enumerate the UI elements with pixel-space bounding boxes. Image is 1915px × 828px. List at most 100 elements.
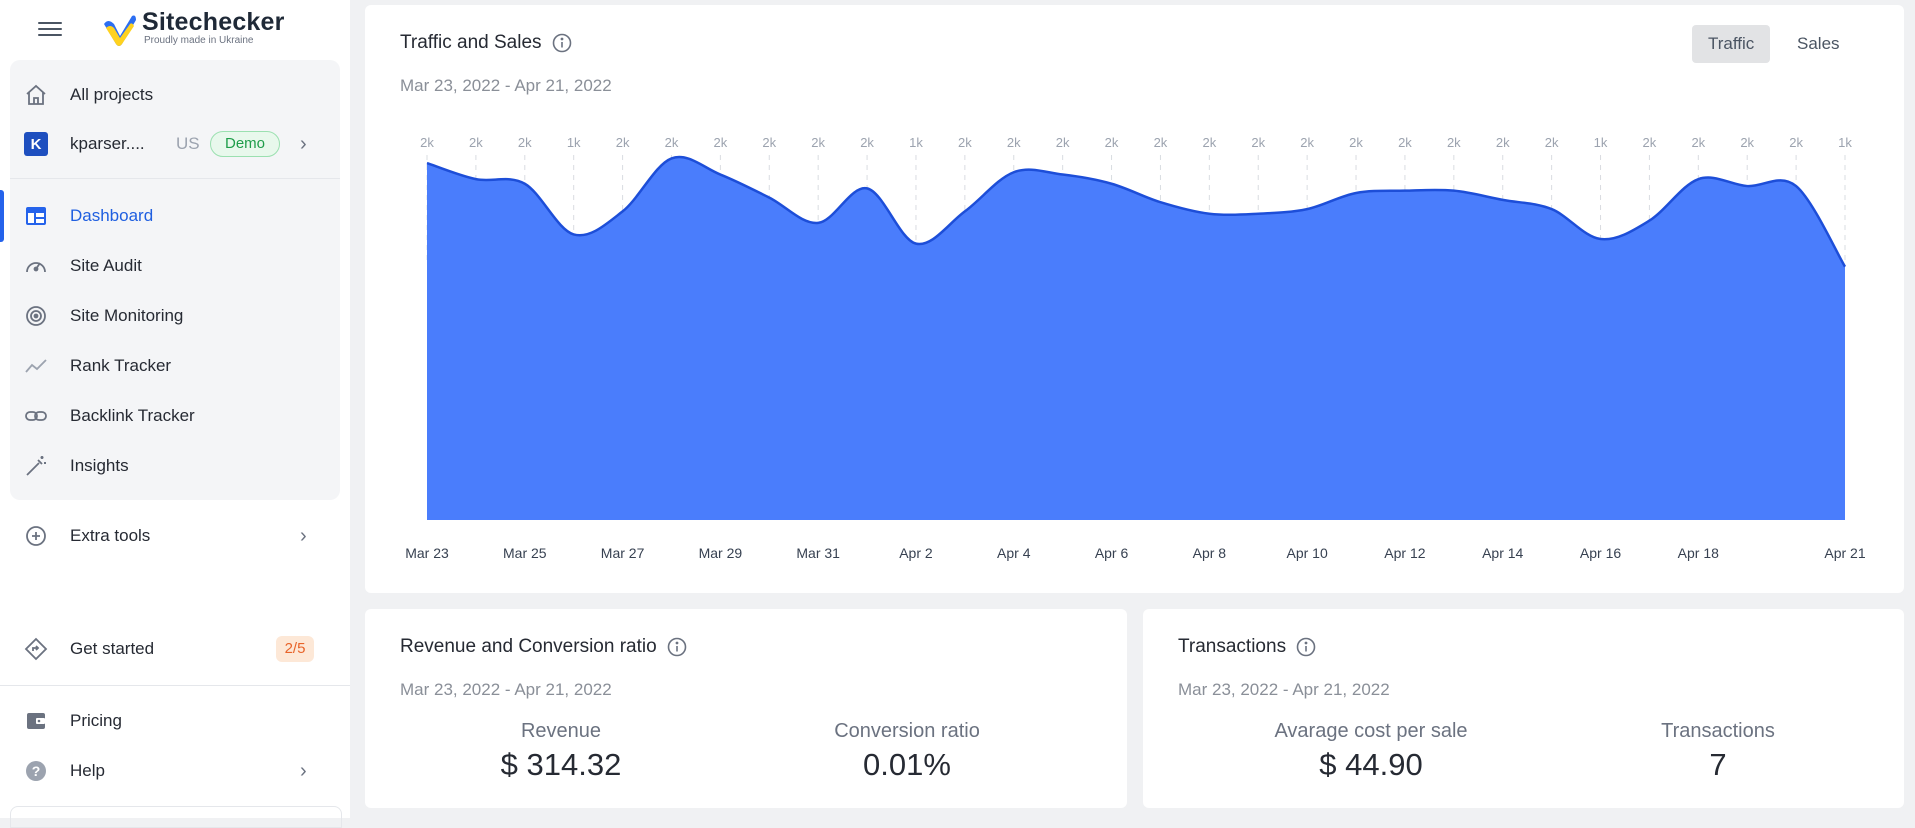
card-title-text: Traffic and Sales <box>400 32 542 53</box>
sidebar-item-get-started[interactable]: Get started 2/5 <box>0 627 330 671</box>
project-name: kparser.... <box>70 134 145 153</box>
magic-wand-icon <box>24 454 48 478</box>
card-title: Revenue and Conversion ratio <box>400 636 687 658</box>
top-value-label: 2k <box>420 135 434 150</box>
metric-value: $ 314.32 <box>500 747 622 782</box>
project-avatar: K <box>24 132 48 156</box>
chevron-right-icon: › <box>300 132 307 155</box>
metric-label: Conversion ratio <box>834 720 980 742</box>
plus-circle-icon <box>24 524 48 548</box>
metric-value: $ 44.90 <box>1319 747 1423 782</box>
brand-title: Sitechecker <box>142 8 285 36</box>
sidebar-item-label: Dashboard <box>70 206 154 225</box>
top-value-label: 2k <box>1007 135 1021 150</box>
top-value-label: 2k <box>762 135 776 150</box>
sales-toggle-button[interactable]: Sales <box>1797 34 1840 53</box>
top-value-label: 2k <box>1789 135 1803 150</box>
traffic-area <box>427 157 1845 521</box>
top-value-label: 2k <box>616 135 630 150</box>
metric-value: 0.01% <box>863 747 951 782</box>
divider <box>0 685 350 686</box>
revenue-metric: Revenue $ 314.32 <box>411 720 711 783</box>
traffic-toggle-button[interactable]: Traffic <box>1692 25 1771 63</box>
metric-label: Transactions <box>1661 720 1775 742</box>
menu-icon[interactable] <box>38 18 62 38</box>
chevron-right-icon: › <box>300 759 307 782</box>
traffic-sales-card: Traffic and Sales Mar 23, 2022 - Apr 21,… <box>365 5 1904 593</box>
sidebar-item-label: All projects <box>70 85 154 104</box>
sidebar-item-site-monitoring[interactable]: Site Monitoring <box>0 294 330 338</box>
info-icon[interactable] <box>552 33 572 53</box>
x-tick-label: Mar 23 <box>405 545 449 561</box>
top-value-label: 2k <box>1740 135 1754 150</box>
top-value-label: 2k <box>860 135 874 150</box>
sidebar-item-dashboard[interactable]: Dashboard <box>0 194 330 238</box>
top-value-label: 2k <box>1300 135 1314 150</box>
trend-line-icon <box>24 354 48 378</box>
sidebar: Sitechecker Proudly made in Ukraine All … <box>0 0 350 828</box>
top-value-label: 2k <box>1056 135 1070 150</box>
speedometer-icon <box>24 254 48 278</box>
top-value-label: 2k <box>1496 135 1510 150</box>
sidebar-item-label: Extra tools <box>70 526 151 545</box>
dashboard-icon <box>24 204 48 228</box>
x-tick-label: Apr 14 <box>1482 545 1523 561</box>
date-range: Mar 23, 2022 - Apr 21, 2022 <box>400 76 612 95</box>
progress-badge: 2/5 <box>276 636 314 662</box>
top-value-label: 1k <box>1594 135 1608 150</box>
top-value-label: 1k <box>1838 135 1852 150</box>
sidebar-item-label: Rank Tracker <box>70 356 172 375</box>
top-value-label: 2k <box>811 135 825 150</box>
sidebar-item-label: Site Monitoring <box>70 306 184 325</box>
brand-logo[interactable]: Sitechecker Proudly made in Ukraine <box>102 8 285 48</box>
card-title-text: Transactions <box>1178 636 1287 657</box>
top-value-label: 2k <box>1447 135 1461 150</box>
sidebar-item-all-projects[interactable]: All projects <box>0 73 330 117</box>
help-icon: ? <box>24 759 48 783</box>
sidebar-item-backlink-tracker[interactable]: Backlink Tracker <box>0 394 330 438</box>
radar-icon <box>24 304 48 328</box>
project-selector[interactable]: K kparser.... US Demo › <box>0 122 330 166</box>
date-range: Mar 23, 2022 - Apr 21, 2022 <box>400 680 612 699</box>
svg-text:?: ? <box>32 763 41 779</box>
sidebar-item-help[interactable]: ? Help › <box>0 749 330 793</box>
sidebar-item-label: Get started <box>70 639 155 658</box>
x-tick-label: Apr 4 <box>997 545 1031 561</box>
wallet-icon <box>24 709 48 733</box>
transactions-metric: Transactions 7 <box>1568 720 1868 783</box>
sidebar-item-label: Insights <box>70 456 129 475</box>
x-tick-label: Apr 16 <box>1580 545 1621 561</box>
info-icon[interactable] <box>667 637 687 657</box>
top-value-label: 1k <box>909 135 923 150</box>
top-value-label: 2k <box>958 135 972 150</box>
info-icon[interactable] <box>1296 637 1316 657</box>
demo-badge: Demo <box>210 131 281 157</box>
sidebar-nav-group <box>10 60 340 500</box>
x-tick-label: Mar 29 <box>699 545 743 561</box>
sitechecker-logo-icon <box>104 15 136 46</box>
top-value-label: 2k <box>518 135 532 150</box>
link-icon <box>24 404 48 428</box>
revenue-conversion-card: Revenue and Conversion ratio Mar 23, 202… <box>365 609 1127 808</box>
x-tick-label: Apr 18 <box>1678 545 1719 561</box>
top-value-label: 2k <box>469 135 483 150</box>
top-value-label: 2k <box>665 135 679 150</box>
brand-subtitle: Proudly made in Ukraine <box>144 35 254 46</box>
sidebar-item-site-audit[interactable]: Site Audit <box>0 244 330 288</box>
sidebar-bottom-panel <box>10 806 342 828</box>
sidebar-item-label: Pricing <box>70 711 122 730</box>
sidebar-item-extra-tools[interactable]: Extra tools › <box>0 514 330 558</box>
top-value-label: 2k <box>1643 135 1657 150</box>
sidebar-item-insights[interactable]: Insights <box>0 444 330 488</box>
sidebar-item-label: Site Audit <box>70 256 142 275</box>
sidebar-item-rank-tracker[interactable]: Rank Tracker <box>0 344 330 388</box>
x-tick-label: Apr 2 <box>899 545 933 561</box>
top-value-label: 2k <box>1251 135 1265 150</box>
date-range: Mar 23, 2022 - Apr 21, 2022 <box>1178 680 1390 699</box>
card-title-text: Revenue and Conversion ratio <box>400 636 657 657</box>
x-tick-label: Mar 25 <box>503 545 547 561</box>
x-tick-label: Mar 27 <box>601 545 645 561</box>
sidebar-item-label: Backlink Tracker <box>70 406 195 425</box>
card-title: Traffic and Sales <box>400 32 572 54</box>
sidebar-item-pricing[interactable]: Pricing <box>0 699 330 743</box>
